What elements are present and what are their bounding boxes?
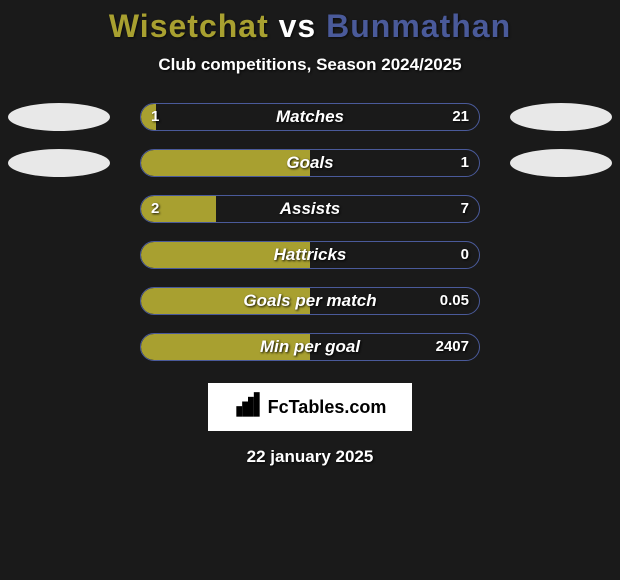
subtitle: Club competitions, Season 2024/2025 <box>0 55 620 75</box>
player2-ellipse <box>510 149 612 177</box>
stat-bar: Hattricks0 <box>140 241 480 269</box>
stats-area: Matches121Goals1Assists27Hattricks0Goals… <box>0 103 620 363</box>
title-vs: vs <box>279 8 317 44</box>
branding-box: FcTables.com <box>208 383 412 431</box>
player1-ellipse <box>8 103 110 131</box>
stat-bar: Assists2 7 <box>140 195 480 223</box>
chart-icon <box>234 391 262 424</box>
branding-text: FcTables.com <box>268 397 387 418</box>
stat-bar: Min per goal2407 <box>140 333 480 361</box>
stat-bar: Matches1 21 <box>140 103 480 131</box>
stat-row: Matches1 21 <box>0 103 620 133</box>
stat-row: Assists2 7 <box>0 195 620 225</box>
stat-value-player2: 7 <box>461 196 469 222</box>
comparison-container: Wisetchat vs Bunmathan Club competitions… <box>0 0 620 467</box>
stat-row: Goals1 <box>0 149 620 179</box>
stat-row: Min per goal2407 <box>0 333 620 363</box>
stat-value-player2: 2407 <box>436 334 469 360</box>
stat-bar: Goals per match0.05 <box>140 287 480 315</box>
title-player2: Bunmathan <box>326 8 511 44</box>
stat-bar: Goals1 <box>140 149 480 177</box>
stat-label: Min per goal <box>141 334 479 360</box>
stat-row: Goals per match0.05 <box>0 287 620 317</box>
page-title: Wisetchat vs Bunmathan <box>0 8 620 45</box>
stat-value-player2: 0 <box>461 242 469 268</box>
stat-label: Assists <box>141 196 479 222</box>
stat-value-player1: 2 <box>151 196 159 222</box>
stat-value-player2: 0.05 <box>440 288 469 314</box>
title-player1: Wisetchat <box>109 8 269 44</box>
date-label: 22 january 2025 <box>0 447 620 467</box>
stat-value-player1: 1 <box>151 104 159 130</box>
stat-label: Goals per match <box>141 288 479 314</box>
stat-value-player2: 1 <box>461 150 469 176</box>
stat-value-player2: 21 <box>452 104 469 130</box>
stat-label: Goals <box>141 150 479 176</box>
stat-row: Hattricks0 <box>0 241 620 271</box>
player2-ellipse <box>510 103 612 131</box>
stat-label: Hattricks <box>141 242 479 268</box>
stat-label: Matches <box>141 104 479 130</box>
player1-ellipse <box>8 149 110 177</box>
